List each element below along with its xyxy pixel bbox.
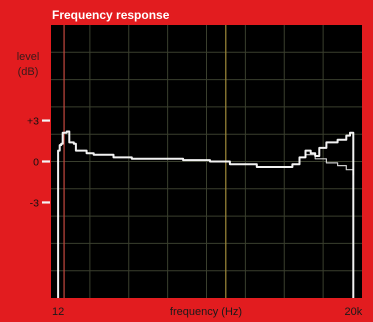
x-ticks: 12 20k [52,306,363,318]
y-axis-label-line1: level [17,51,40,63]
x-axis-label: frequency (Hz) [170,306,242,318]
series-line [299,154,354,176]
series-lines [57,130,355,298]
chart-title: Frequency response [52,8,170,22]
y-axis-label-line2: (dB) [18,66,39,78]
y-tick-label: +3 [27,116,39,128]
x-tick-label: 20k [344,306,362,318]
grid-lines [51,25,362,298]
y-ticks: +3 0 -3 [27,116,50,209]
y-tick-label: -3 [30,197,39,209]
y-tick-label: 0 [33,157,39,169]
x-tick-label: 12 [52,306,64,318]
series-line [57,130,355,298]
